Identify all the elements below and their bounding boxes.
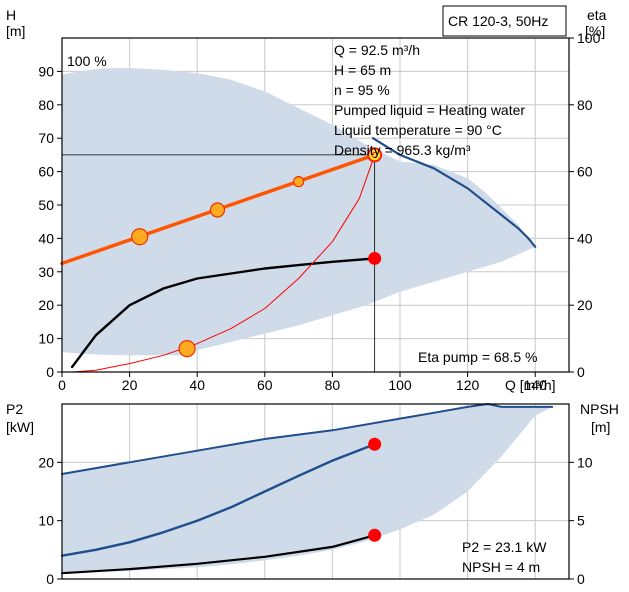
top-y-ticks-left: 0 10 20 30 40 50 60 70 80 90 — [38, 63, 62, 380]
y-tick-label: 90 — [38, 63, 54, 79]
top-x-ticks: 0 20 40 60 80 100 120 140 — [58, 372, 547, 393]
p2-label-line2: [kW] — [6, 419, 34, 435]
x-tick-label: 100 — [388, 377, 412, 393]
marker-orange-large — [131, 228, 149, 246]
marker-red — [368, 437, 382, 451]
title-box — [442, 5, 567, 37]
marker-red — [368, 528, 382, 542]
x-tick-label: 20 — [122, 377, 138, 393]
op-info-line: H = 65 m — [334, 62, 391, 78]
y-tick-label: 20 — [38, 297, 54, 313]
speed-label: 100 % — [67, 53, 107, 69]
operating-point-info: Q = 92.5 m³/h H = 65 m n = 95 % Pumped l… — [334, 42, 525, 158]
bottom-y-ticks-right: 0 5 10 — [569, 454, 593, 587]
y-right-tick-label: 80 — [577, 97, 593, 113]
y-right-tick-label: 40 — [577, 230, 593, 246]
y-tick-label: 40 — [38, 230, 54, 246]
y-left-label-line2: [m] — [6, 23, 25, 39]
y-right-label-line1: eta — [587, 7, 607, 23]
y-right-tick-label: 20 — [577, 297, 593, 313]
marker-red — [368, 251, 382, 265]
marker-orange-medium — [209, 202, 226, 218]
x-tick-label: 120 — [456, 377, 480, 393]
op-info-line: n = 95 % — [334, 82, 390, 98]
y-tick-label: 0 — [46, 571, 54, 587]
p2-label-line1: P2 — [6, 401, 23, 417]
series-max_curve — [371, 137, 537, 248]
op-info-line: Density = 965.3 kg/m³ — [334, 142, 471, 158]
x-tick-label: 60 — [257, 377, 273, 393]
y-right-tick-label: 0 — [577, 364, 585, 380]
bottom-y-ticks-left: 0 10 20 — [38, 454, 62, 587]
p2-info-line: P2 = 23.1 kW — [462, 539, 547, 555]
series-p2_max — [61, 403, 554, 475]
x-tick-label: 0 — [58, 377, 66, 393]
bottom-band — [62, 404, 553, 574]
marker-operating-point-inner — [371, 151, 378, 158]
bottom-plot-frame — [61, 403, 570, 580]
y-right-tick-label: 5 — [577, 513, 585, 529]
top-panel: 0 20 40 60 80 100 120 140 0 10 20 30 40 50 60 70 80 90 0… — [6, 5, 607, 393]
marker-operating-point — [367, 147, 383, 163]
marker-orange-large — [178, 340, 196, 358]
x-tick-label: 140 — [524, 377, 548, 393]
x-axis-label: Q [m³/h] — [505, 377, 556, 393]
op-info-line: Q = 92.5 m³/h — [334, 42, 420, 58]
bottom-series — [60, 403, 554, 575]
y-right-tick-label: 0 — [577, 571, 585, 587]
eta-pump-label: Eta pump = 68.5 % — [418, 349, 537, 365]
y-tick-label: 0 — [46, 364, 54, 380]
top-y-ticks-right: 0 20 40 60 80 100 — [569, 30, 601, 380]
y-tick-label: 10 — [38, 331, 54, 347]
marker-orange-small — [293, 176, 305, 188]
op-info-line: Pumped liquid = Heating water — [334, 102, 525, 118]
y-tick-label: 30 — [38, 264, 54, 280]
series-p2_curve — [60, 443, 376, 557]
y-left-label-line1: H — [6, 7, 16, 23]
y-right-tick-label: 60 — [577, 164, 593, 180]
y-tick-label: 10 — [38, 513, 54, 529]
y-tick-label: 70 — [38, 130, 54, 146]
series-npsh_curve — [71, 154, 376, 373]
y-tick-label: 80 — [38, 97, 54, 113]
y-right-tick-label: 100 — [577, 30, 601, 46]
chart-title: CR 120-3, 50Hz — [448, 13, 548, 29]
series-npsh_curve — [60, 534, 376, 575]
op-info-line: Liquid temperature = 90 °C — [334, 122, 502, 138]
y-tick-label: 60 — [38, 164, 54, 180]
x-tick-label: 80 — [325, 377, 341, 393]
x-tick-label: 40 — [189, 377, 205, 393]
y-tick-label: 20 — [38, 454, 54, 470]
y-right-label-line2: [%] — [585, 23, 605, 39]
bottom-panel: 0 10 20 0 5 10 P2 [kW] NPSH [m] P2 = 23.1 kW… — [6, 401, 619, 587]
top-markers — [131, 147, 383, 358]
series-eta_curve — [70, 257, 376, 369]
y-right-tick-label: 10 — [577, 454, 593, 470]
npsh-label-line2: [m] — [591, 419, 610, 435]
npsh-label-line1: NPSH — [580, 401, 619, 417]
bottom-markers — [368, 437, 382, 542]
npsh-info-line: NPSH = 4 m — [462, 559, 540, 575]
y-tick-label: 50 — [38, 197, 54, 213]
